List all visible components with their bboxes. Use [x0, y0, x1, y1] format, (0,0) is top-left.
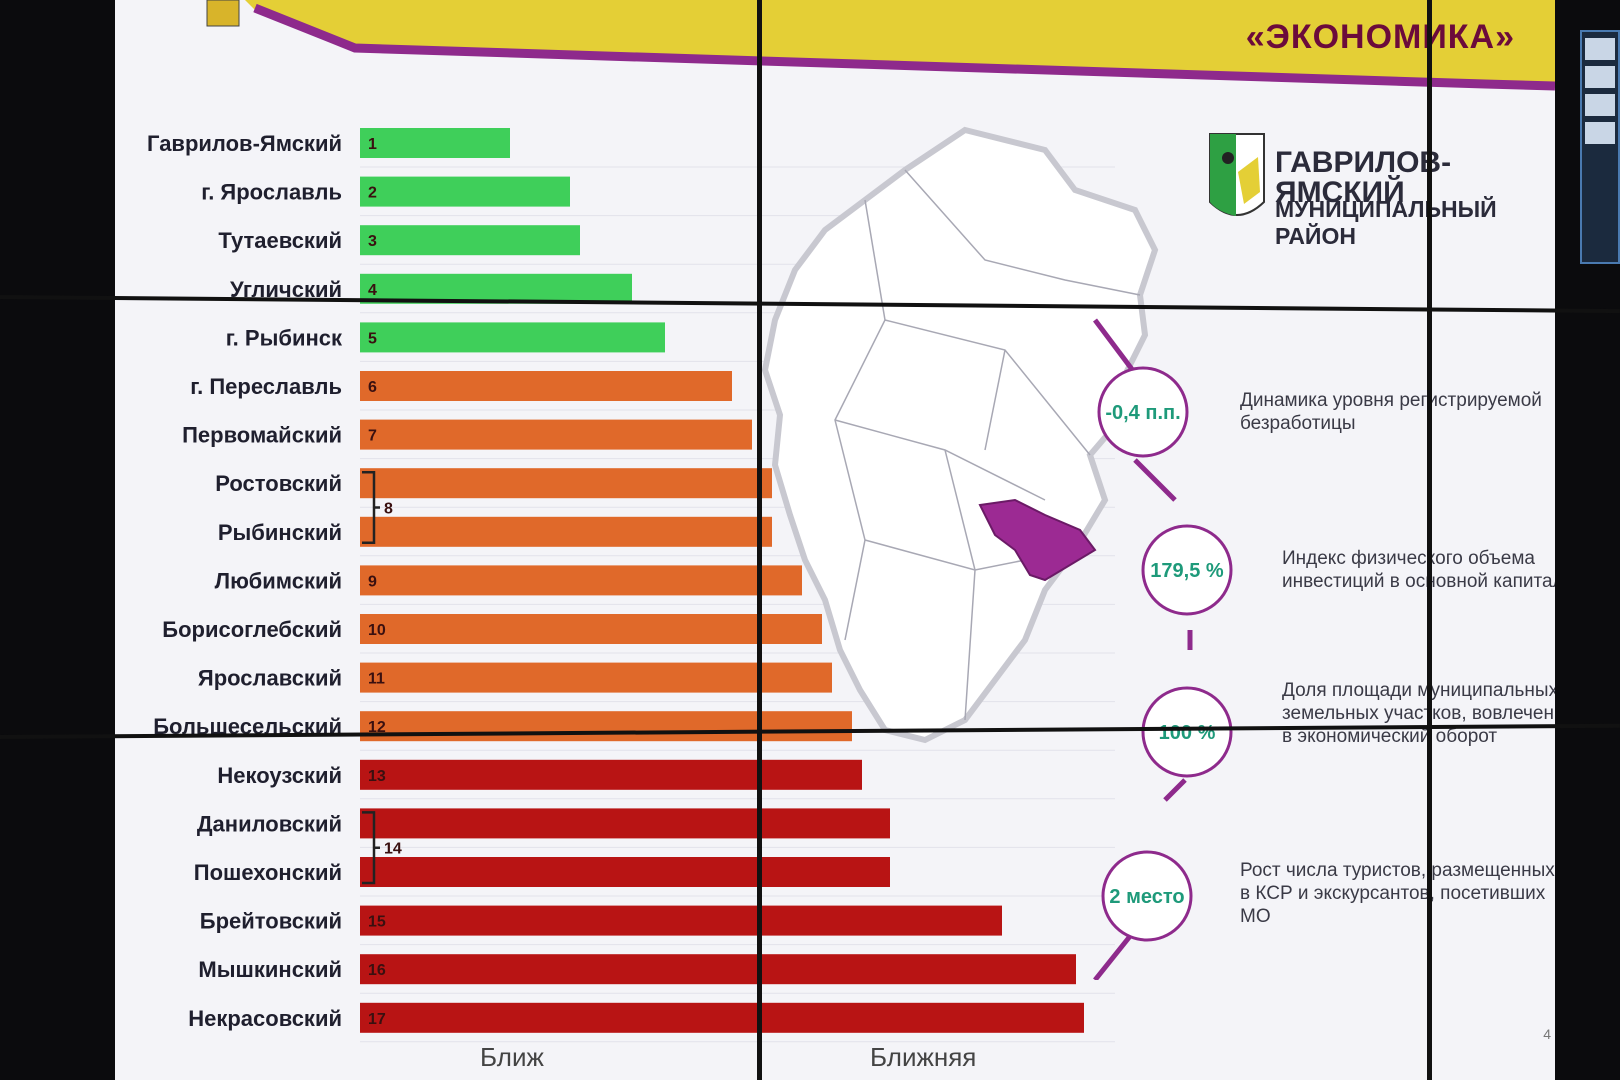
- header-band-shape: [206, 0, 1555, 91]
- rank-label: 3: [368, 233, 377, 250]
- tie-rank-label: 14: [384, 841, 402, 858]
- chart-bar: [360, 711, 852, 742]
- rank-label: 4: [368, 282, 377, 299]
- footer-label-left: Ближ: [480, 1042, 544, 1072]
- tie-bracket: [362, 470, 380, 545]
- category-label: Первомайский: [182, 423, 342, 448]
- district-name: ГАВРИЛОВ-ЯМСКИЙ: [1275, 146, 1452, 209]
- chart-bar: [360, 176, 570, 207]
- rank-label: 9: [368, 573, 377, 590]
- category-label: Рыбинский: [218, 520, 342, 545]
- kpi-value: 179,5 %: [1150, 560, 1224, 582]
- category-label: Любимский: [215, 568, 342, 593]
- kpi-circle: [1141, 524, 1233, 616]
- presentation-screen: «ЭКОНОМИКА» Гаврилов-Ямский 1 г. Ярославль…: [115, 0, 1555, 1080]
- rank-label: 13: [368, 768, 386, 785]
- district-type: МУНИЦИПАЛЬНЫЙ РАЙОН: [1275, 196, 1497, 249]
- category-label: г. Рыбинск: [226, 325, 343, 350]
- participant-thumbnail[interactable]: [1585, 94, 1615, 116]
- chart-bar: [360, 565, 802, 596]
- kpi-description: Рост числа туристов, размещенных в КСР и…: [1240, 860, 1555, 927]
- ranking-bar-chart: Гаврилов-Ямский 1 г. Ярославль 2 Тутаевский 3…: [147, 128, 1115, 1043]
- category-label: Брейтовский: [200, 909, 342, 934]
- chart-bar: [360, 857, 890, 887]
- category-label: Мышкинский: [198, 957, 342, 982]
- kpi-circle: [1097, 366, 1189, 458]
- chart-bar: [360, 128, 510, 158]
- category-label: Гаврилов-Ямский: [147, 131, 342, 156]
- chart-bar: [360, 759, 862, 790]
- kpi-value: -0,4 п.п.: [1105, 402, 1180, 424]
- page-number: 4: [1543, 1026, 1551, 1042]
- rank-label: 1: [368, 136, 377, 153]
- kpi-description: Динамика уровня регистрируемой безработи…: [1240, 390, 1542, 434]
- chart-bar: [360, 516, 772, 547]
- district-crest-icon: [1209, 133, 1265, 216]
- header-band: «ЭКОНОМИКА»: [115, 0, 1555, 110]
- kpi-description: Доля площади муниципальных земельных уча…: [1282, 680, 1555, 747]
- participant-thumbnail[interactable]: [1585, 66, 1615, 88]
- kpi-circle: [1141, 686, 1233, 778]
- footer-label-right: Ближняя: [870, 1042, 977, 1072]
- tie-bracket: [362, 811, 380, 885]
- tie-rank-label: 8: [384, 501, 393, 518]
- rank-label: 5: [368, 330, 377, 347]
- chart-bar: [360, 905, 1002, 936]
- category-label: Некоузский: [217, 763, 342, 788]
- chart-bar: [360, 322, 665, 353]
- rank-label: 7: [368, 428, 377, 445]
- rank-label: 2: [368, 185, 377, 202]
- district-borders: [834, 169, 1141, 721]
- chart-bar: [360, 954, 1076, 985]
- category-label: Тутаевский: [218, 228, 342, 253]
- category-label: г. Переславль: [190, 374, 342, 399]
- videowall-seam-vertical: [1427, 0, 1432, 1080]
- kpi-timeline: -0,4 п.п. 179,5 % 100 % 2 место: [1093, 318, 1233, 980]
- chart-bar: [360, 614, 822, 644]
- rank-label: 10: [368, 622, 386, 639]
- chart-bar: [360, 468, 772, 499]
- kpi-description: Индекс физического объема инвестиций в о…: [1282, 548, 1555, 592]
- rank-label: 15: [368, 914, 386, 931]
- rank-label: 6: [368, 379, 377, 396]
- participant-thumbnail[interactable]: [1585, 122, 1615, 144]
- kpi-value: 100 %: [1159, 722, 1216, 744]
- section-title: «ЭКОНОМИКА»: [1245, 18, 1515, 56]
- category-label: Ростовский: [215, 471, 342, 496]
- kpi-value: 2 место: [1109, 886, 1184, 908]
- rank-label: 11: [368, 671, 385, 688]
- category-label: Пошехонский: [194, 860, 342, 885]
- chart-bar: [360, 1002, 1084, 1033]
- category-label: Ярославский: [198, 666, 342, 691]
- chart-bar: [360, 225, 580, 256]
- chart-bar: [360, 371, 732, 401]
- participant-thumbnail[interactable]: [1585, 38, 1615, 60]
- chart-bar: [360, 662, 832, 693]
- rank-label: 17: [368, 1011, 386, 1028]
- highlighted-district: [978, 498, 1097, 582]
- kpi-circle: [1101, 850, 1193, 942]
- category-label: Некрасовский: [188, 1006, 342, 1031]
- category-label: г. Ярославль: [201, 180, 342, 205]
- category-label: Борисоглебский: [162, 617, 342, 642]
- category-label: Даниловский: [197, 811, 342, 836]
- video-participants-panel[interactable]: [1580, 30, 1620, 264]
- chart-bar: [360, 419, 752, 450]
- chart-bar: [360, 808, 890, 839]
- rank-label: 16: [368, 962, 386, 979]
- videowall-seam-vertical: [757, 0, 762, 1080]
